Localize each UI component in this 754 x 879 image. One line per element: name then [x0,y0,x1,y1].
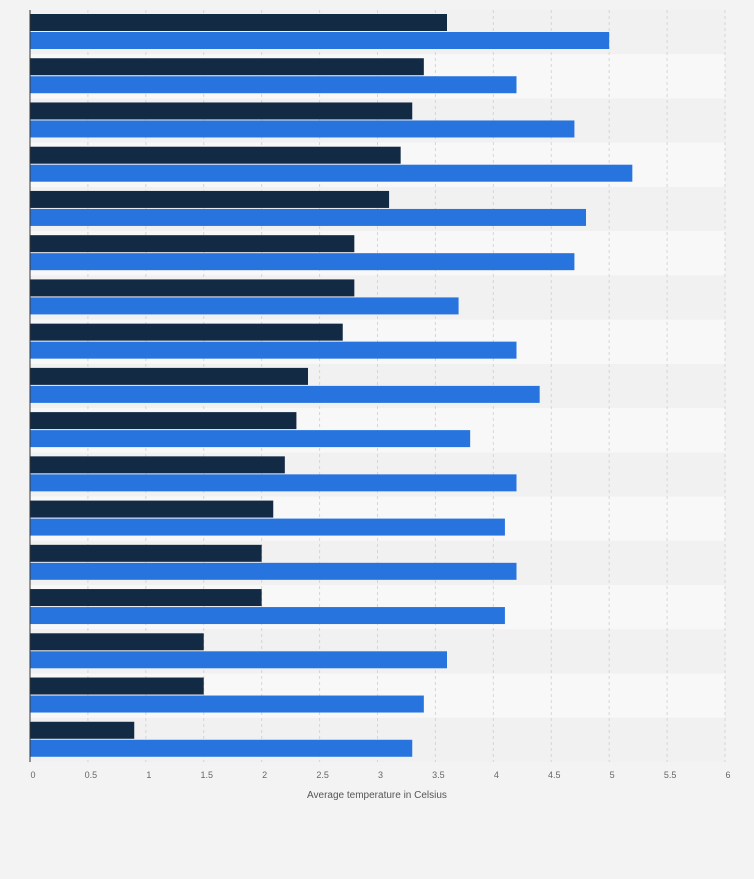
bar-series-2 [30,208,586,226]
bar-series-1 [30,146,401,164]
bar-series-2 [30,562,517,580]
bar-series-1 [30,544,262,562]
bar-series-2 [30,164,633,182]
bar-series-2 [30,651,447,669]
x-tick-label: 0 [30,770,35,780]
bar-series-1 [30,633,204,651]
bar-series-1 [30,190,390,208]
bar-series-1 [30,323,343,341]
bar-series-1 [30,14,447,31]
bar-series-2 [30,474,517,492]
x-tick-label: 1.5 [200,770,213,780]
bar-series-2 [30,430,471,448]
bar-series-1 [30,102,413,120]
bar-series-1 [30,677,204,695]
x-tick-label: 3 [378,770,383,780]
bar-series-1 [30,367,308,385]
x-tick-label: 5 [610,770,615,780]
x-tick-label: 5.5 [664,770,677,780]
bar-series-1 [30,235,355,253]
bar-series-1 [30,721,135,739]
bar-series-2 [30,518,505,536]
x-tick-label: 2 [262,770,267,780]
bar-series-1 [30,500,274,518]
x-tick-label: 0.5 [85,770,98,780]
bar-series-2 [30,253,575,271]
bar-series-2 [30,341,517,359]
x-tick-label: 2.5 [316,770,329,780]
bar-series-2 [30,297,459,315]
x-tick-label: 4.5 [548,770,561,780]
bar-series-1 [30,412,297,430]
x-tick-label: 1 [146,770,151,780]
bar-series-2 [30,695,424,713]
bar-series-2 [30,32,610,49]
x-axis-label: Average temperature in Celsius [307,790,447,801]
bar-series-1 [30,58,424,76]
bar-series-2 [30,739,413,757]
bar-series-1 [30,589,262,607]
x-tick-label: 4 [494,770,499,780]
bar-series-1 [30,456,285,474]
bar-series-2 [30,385,540,403]
x-tick-label: 6 [725,770,730,780]
bars [30,14,633,757]
x-tick-label: 3.5 [432,770,445,780]
bar-series-2 [30,607,505,625]
bar-series-2 [30,76,517,94]
bar-series-1 [30,279,355,297]
bar-series-2 [30,120,575,138]
x-axis-ticks: 0 0.5 1 1.5 2 2.5 3 3.5 4 4.5 5 5.5 6 [30,770,730,780]
